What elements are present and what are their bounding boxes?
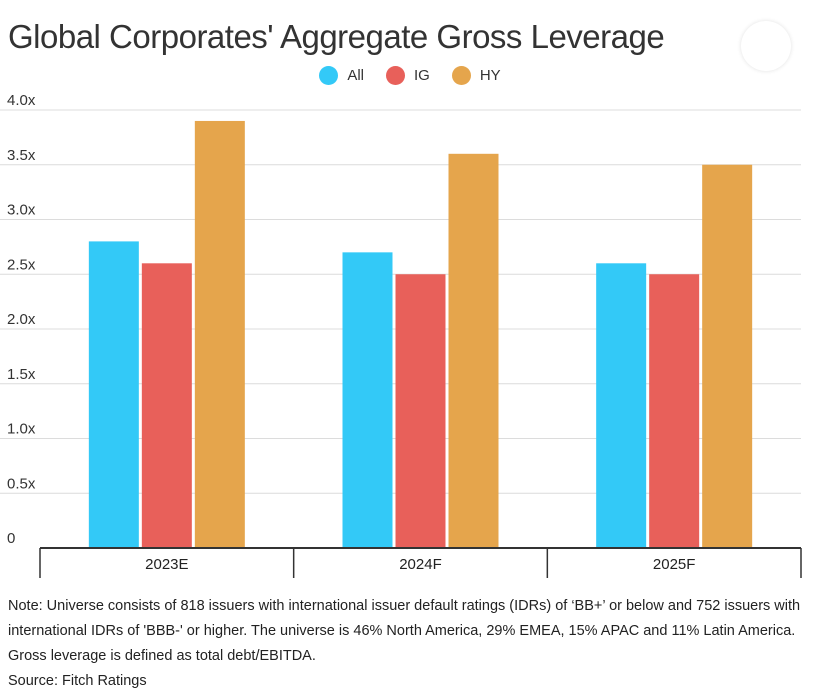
- bar-hy-2023e: [194, 120, 245, 548]
- legend-item-hy[interactable]: HY: [451, 66, 501, 85]
- legend-swatch-all: [319, 66, 339, 85]
- y-tick-label: 1.0x: [7, 421, 36, 438]
- y-tick-label: 0.5x: [7, 475, 36, 492]
- legend-item-ig[interactable]: IG: [385, 66, 430, 85]
- x-tick-label: 2024F: [399, 556, 442, 573]
- chart-legend: All IG HY: [0, 66, 820, 85]
- y-tick-label: 2.5x: [7, 256, 36, 273]
- bar-hy-2025f: [702, 164, 753, 548]
- legend-label-hy: HY: [479, 67, 501, 84]
- chart-menu-button[interactable]: [741, 21, 791, 71]
- bar-ig-2025f: [649, 274, 700, 548]
- x-tick-label: 2023E: [145, 556, 188, 573]
- y-tick-label: 4.0x: [7, 92, 36, 109]
- bar-all-2025f: [596, 263, 647, 548]
- y-tick-label: 2.0x: [7, 311, 36, 328]
- bar-chart: 0 0.5x 1.0x 1.5x 2.0x 2.5x 3.0x 3.5x 4.0x 2023E 20…: [0, 92, 802, 578]
- bar-all-2024f: [342, 252, 393, 548]
- note-text: Note: Universe consists of 818 issuers w…: [8, 598, 801, 664]
- chart-title: Global Corporates' Aggregate Gross Lever…: [8, 18, 665, 55]
- bar-all-2023e: [88, 241, 139, 548]
- legend-item-all[interactable]: All: [319, 66, 364, 85]
- legend-label-ig: IG: [413, 67, 430, 84]
- y-tick-label: 3.5x: [7, 147, 36, 164]
- source-text: Source: Fitch Ratings: [8, 673, 147, 689]
- bar-hy-2024f: [448, 153, 499, 549]
- y-tick-label: 0: [7, 530, 15, 547]
- legend-swatch-ig: [385, 66, 405, 85]
- bar-ig-2023e: [141, 263, 192, 548]
- legend-label-all: All: [347, 67, 364, 84]
- y-tick-label: 1.5x: [7, 366, 36, 383]
- y-tick-label: 3.0x: [7, 202, 36, 219]
- x-tick-label: 2025F: [653, 556, 696, 573]
- legend-swatch-hy: [451, 66, 471, 85]
- bar-ig-2024f: [395, 274, 446, 548]
- chart-footnote: Note: Universe consists of 818 issuers w…: [8, 594, 808, 694]
